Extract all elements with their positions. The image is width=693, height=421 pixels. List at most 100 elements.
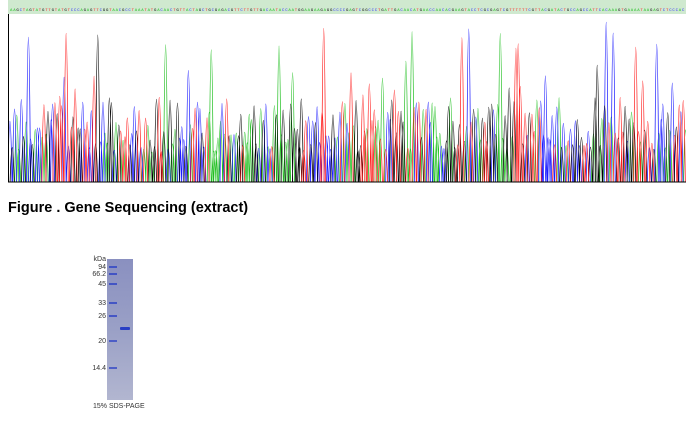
trace-channel-1 [8, 22, 684, 183]
base-letter: G [618, 9, 621, 13]
base-letter: C [336, 9, 339, 13]
base-letter: G [506, 9, 509, 13]
base-letter: G [311, 9, 314, 13]
base-letter: A [653, 9, 656, 13]
base-letter: A [317, 9, 320, 13]
base-letter: C [672, 9, 675, 13]
base-letter: A [36, 9, 39, 13]
base-letter: G [352, 9, 355, 13]
base-letter: T [554, 9, 557, 13]
base-letter: T [538, 9, 541, 13]
base-letter: G [381, 9, 384, 13]
base-letter: C [340, 9, 343, 13]
base-letter: T [522, 9, 525, 13]
base-letter: G [52, 9, 55, 13]
base-letter: G [420, 9, 423, 13]
base-letter: A [10, 9, 13, 13]
base-letter: G [64, 9, 67, 13]
base-letter: T [253, 9, 256, 13]
base-letter: C [599, 9, 602, 13]
base-letter: T [596, 9, 599, 13]
base-letter: C [480, 9, 483, 13]
base-letter: G [650, 9, 653, 13]
base-letter: C [100, 9, 103, 13]
base-letter: T [256, 9, 259, 13]
base-letter: A [404, 9, 407, 13]
base-letter: C [77, 9, 80, 13]
base-letter: A [407, 9, 410, 13]
base-letter: A [493, 9, 496, 13]
base-letter: C [160, 9, 163, 13]
base-letter: T [192, 9, 195, 13]
base-letter: A [349, 9, 352, 13]
base-letter: G [346, 9, 349, 13]
base-letter: C [586, 9, 589, 13]
base-letter: A [167, 9, 170, 13]
base-letter: G [394, 9, 397, 13]
base-letter: T [45, 9, 48, 13]
base-letter: G [532, 9, 535, 13]
base-letter: G [90, 9, 93, 13]
base-letter: A [679, 9, 682, 13]
base-letter: C [544, 9, 547, 13]
base-letter: T [244, 9, 247, 13]
base-letter: A [576, 9, 579, 13]
base-letter: C [119, 9, 122, 13]
base-letter: G [231, 9, 234, 13]
base-letter: A [628, 9, 631, 13]
base-letter: T [356, 9, 359, 13]
base-letter: A [186, 9, 189, 13]
base-letter: T [512, 9, 515, 13]
base-letter: C [202, 9, 205, 13]
base-letter: G [106, 9, 109, 13]
base-letter: T [660, 9, 663, 13]
base-letter: A [164, 9, 167, 13]
marker-label-94: 94 [98, 264, 106, 271]
base-letter: C [442, 9, 445, 13]
base-letter: T [592, 9, 595, 13]
base-letter: A [612, 9, 615, 13]
marker-label-45: 45 [98, 281, 106, 288]
base-letter: A [397, 9, 400, 13]
gel-caption: 15% SDS-PAGE [93, 403, 145, 410]
base-letter: C [74, 9, 77, 13]
base-letter: G [365, 9, 368, 13]
base-letter: T [151, 9, 154, 13]
base-letter: A [224, 9, 227, 13]
base-letter: C [676, 9, 679, 13]
base-letter: A [468, 9, 471, 13]
base-letter: C [448, 9, 451, 13]
base-letter: T [180, 9, 183, 13]
base-letter: C [605, 9, 608, 13]
base-letter: A [288, 9, 291, 13]
base-letter: C [20, 9, 23, 13]
base-letter: C [359, 9, 362, 13]
base-letter: A [557, 9, 560, 13]
base-letter: C [343, 9, 346, 13]
base-letter: T [519, 9, 522, 13]
base-letter: G [484, 9, 487, 13]
base-letter: C [487, 9, 490, 13]
base-letter: A [384, 9, 387, 13]
base-letter: C [266, 9, 269, 13]
base-letter: A [116, 9, 119, 13]
base-letter: C [669, 9, 672, 13]
base-letter: C [429, 9, 432, 13]
base-letter: G [496, 9, 499, 13]
sds-page-gel-figure: kDa 94 66.2 45 33 26 20 14.4 15% SDS-PAG… [85, 254, 160, 414]
base-letter: G [580, 9, 583, 13]
base-letter: T [234, 9, 237, 13]
base-letter: C [333, 9, 336, 13]
base-letter: T [477, 9, 480, 13]
base-letter: A [314, 9, 317, 13]
base-letter: A [634, 9, 637, 13]
base-letter: A [324, 9, 327, 13]
base-letter: C [282, 9, 285, 13]
base-letter: G [624, 9, 627, 13]
base-letter: C [228, 9, 231, 13]
base-letter: G [221, 9, 224, 13]
base-letter: A [644, 9, 647, 13]
base-letter: G [330, 9, 333, 13]
base-letter: A [292, 9, 295, 13]
base-letter: A [308, 9, 311, 13]
